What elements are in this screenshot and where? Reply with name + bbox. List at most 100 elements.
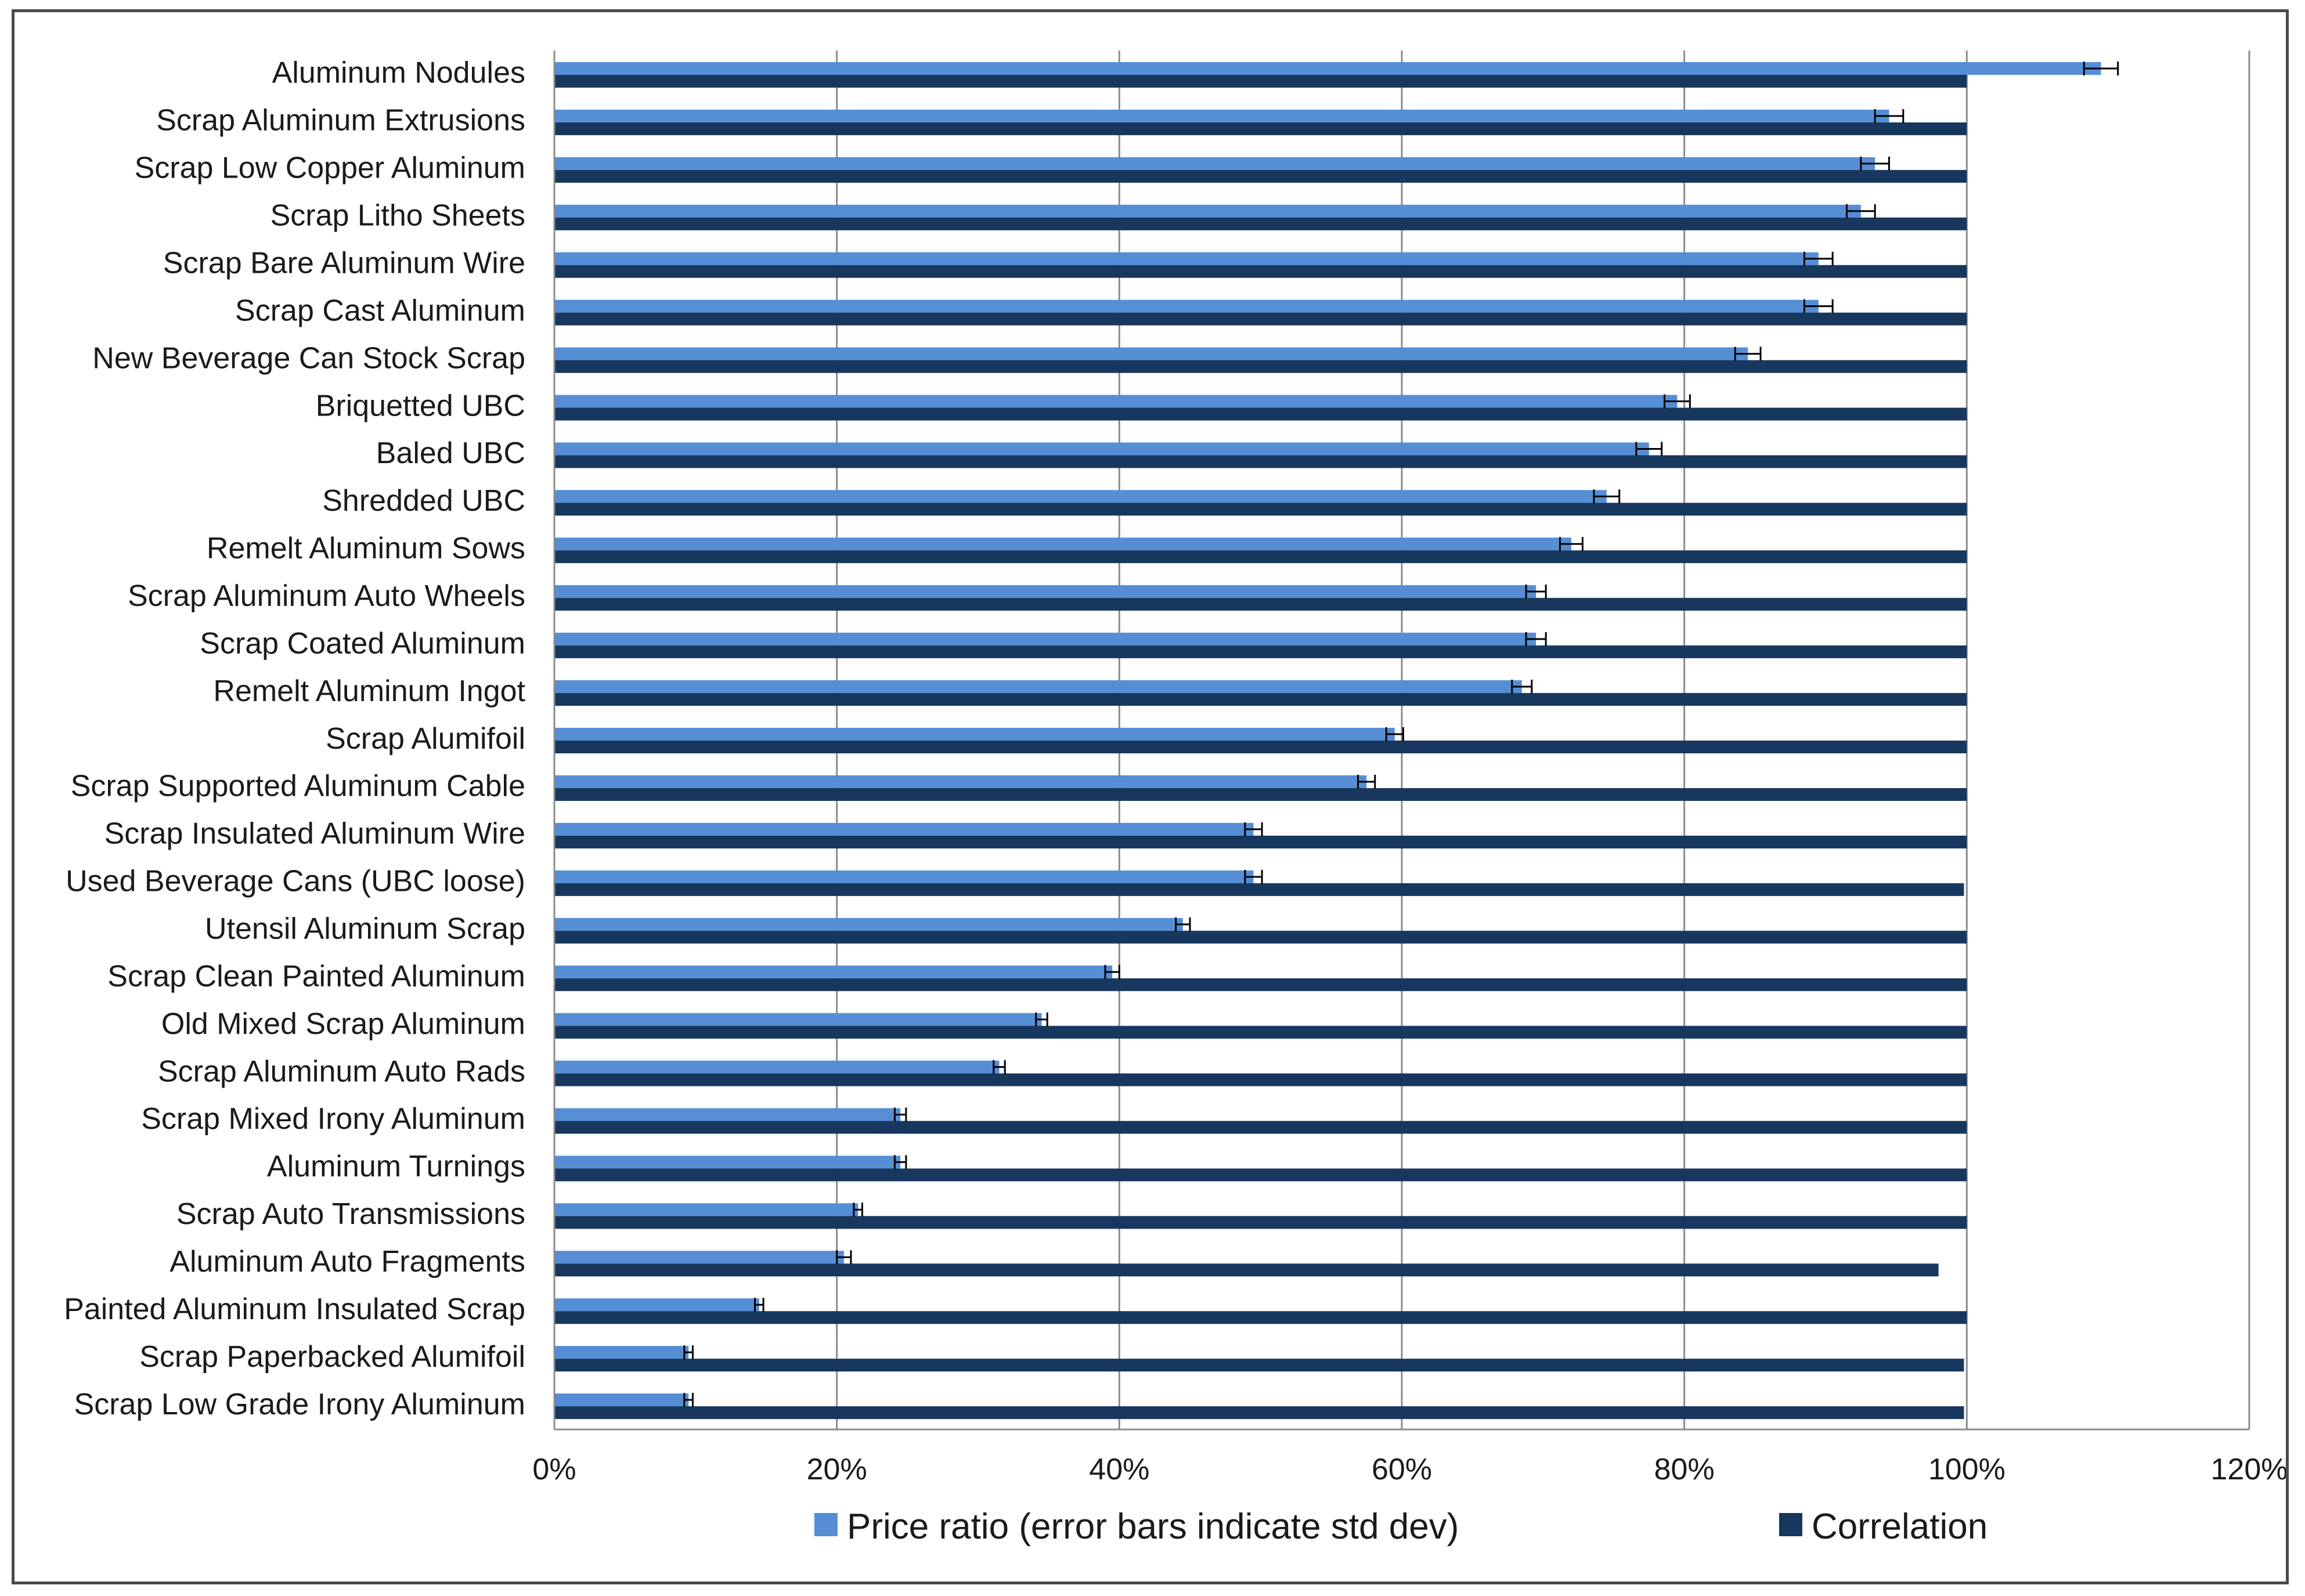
correlation-bar <box>554 169 1967 183</box>
chart-area: Aluminum Nodules Scrap Aluminum Extrusion… <box>64 50 2286 1547</box>
price-ratio-bar <box>554 1251 844 1264</box>
category-label: Scrap Mixed Irony Aluminum <box>141 1102 525 1136</box>
category-label: Scrap Coated Aluminum <box>200 627 525 660</box>
correlation-bar <box>554 883 1964 896</box>
category-label: Shredded UBC <box>322 484 525 518</box>
correlation-bar <box>554 693 1967 706</box>
price-ratio-bar <box>554 965 1113 978</box>
category-label: Scrap Litho Sheets <box>270 199 525 233</box>
price-ratio-bar <box>554 1156 901 1169</box>
category-label: Aluminum Auto Fragments <box>169 1245 525 1279</box>
category-label: Remelt Aluminum Ingot <box>213 674 525 708</box>
correlation-bar <box>554 217 1967 230</box>
category-label: Scrap Cast Aluminum <box>235 294 525 327</box>
price-ratio-bar <box>554 347 1748 360</box>
correlation-bar <box>554 550 1967 564</box>
correlation-bar <box>554 645 1967 659</box>
price-ratio-bar <box>554 204 1861 218</box>
category-label: Scrap Bare Aluminum Wire <box>163 246 525 280</box>
x-tick-label: 40% <box>1089 1453 1149 1486</box>
correlation-bar <box>554 1216 1967 1229</box>
chart-frame: Aluminum Nodules Scrap Aluminum Extrusion… <box>12 9 2289 1584</box>
correlation-bar <box>554 312 1967 326</box>
correlation-bar <box>554 360 1967 373</box>
price-ratio-bar <box>554 1203 858 1216</box>
category-label: Scrap Paperbacked Alumifoil <box>139 1340 525 1374</box>
correlation-bar <box>554 1121 1967 1134</box>
price-ratio-bar <box>554 109 1889 122</box>
legend-label-correlation: Correlation <box>1812 1507 1987 1547</box>
x-tick-label: 80% <box>1654 1453 1715 1486</box>
correlation-bar <box>554 978 1967 991</box>
correlation-bar <box>554 75 1967 88</box>
price-ratio-bar <box>554 1108 901 1121</box>
x-tick-label: 120% <box>2211 1453 2286 1486</box>
category-label: Scrap Aluminum Auto Wheels <box>128 579 525 613</box>
x-tick-label: 60% <box>1372 1453 1432 1486</box>
correlation-bar <box>554 1026 1967 1039</box>
correlation-bar <box>554 1406 1964 1420</box>
category-label: Painted Aluminum Insulated Scrap <box>64 1292 525 1326</box>
x-tick-label: 0% <box>532 1453 576 1486</box>
category-label: Remelt Aluminum Sows <box>207 532 525 565</box>
price-ratio-bar <box>554 299 1819 313</box>
price-ratio-bar <box>554 728 1395 741</box>
price-ratio-bar <box>554 680 1522 694</box>
price-ratio-bar <box>554 918 1183 931</box>
category-label: Scrap Alumifoil <box>326 722 525 756</box>
price-ratio-bar <box>554 62 2101 75</box>
category-label: Scrap Aluminum Extrusions <box>156 104 525 138</box>
category-label: Briquetted UBC <box>316 389 525 423</box>
category-label: Aluminum Turnings <box>267 1150 525 1183</box>
category-label: Utensil Aluminum Scrap <box>205 912 525 945</box>
correlation-bar <box>554 930 1967 944</box>
correlation-bar <box>554 1168 1967 1182</box>
legend-swatch-correlation <box>1779 1513 1802 1536</box>
category-label: Scrap Insulated Aluminum Wire <box>104 817 525 851</box>
correlation-bar <box>554 122 1967 135</box>
correlation-bar <box>554 1311 1967 1324</box>
correlation-bar <box>554 788 1967 801</box>
price-ratio-bar <box>554 537 1571 551</box>
category-label: Scrap Clean Painted Aluminum <box>107 959 525 993</box>
price-ratio-bar <box>554 442 1649 456</box>
correlation-bar <box>554 265 1967 278</box>
correlation-bar <box>554 835 1967 848</box>
category-label: Scrap Low Grade Irony Aluminum <box>74 1388 525 1421</box>
correlation-bar <box>554 1263 1939 1277</box>
price-ratio-bar <box>554 157 1875 170</box>
category-label: Baled UBC <box>376 436 525 470</box>
correlation-bar <box>554 455 1967 468</box>
correlation-bar <box>554 741 1967 754</box>
price-ratio-bar <box>554 870 1254 883</box>
category-label: Used Beverage Cans (UBC loose) <box>66 865 525 898</box>
price-ratio-bar <box>554 1298 759 1312</box>
price-ratio-bar <box>554 1393 689 1407</box>
price-ratio-bar <box>554 775 1367 788</box>
price-ratio-bar <box>554 585 1536 598</box>
category-label: New Beverage Can Stock Scrap <box>92 341 525 375</box>
category-label: Old Mixed Scrap Aluminum <box>161 1007 525 1041</box>
price-ratio-bar <box>554 633 1536 646</box>
category-label: Scrap Supported Aluminum Cable <box>71 770 525 803</box>
correlation-bar <box>554 407 1967 421</box>
legend-label-price-ratio: Price ratio (error bars indicate std dev… <box>847 1507 1459 1547</box>
x-tick-label: 20% <box>807 1453 867 1486</box>
price-ratio-bar <box>554 490 1607 503</box>
category-label: Scrap Low Copper Aluminum <box>135 151 525 185</box>
price-ratio-bar <box>554 1060 1000 1074</box>
category-label: Aluminum Nodules <box>272 56 525 90</box>
legend-swatch-price-ratio <box>814 1513 838 1536</box>
correlation-bar <box>554 1359 1964 1372</box>
price-ratio-bar <box>554 1013 1042 1026</box>
correlation-bar <box>554 503 1967 516</box>
correlation-bar <box>554 598 1967 611</box>
category-label: Scrap Auto Transmissions <box>176 1197 525 1231</box>
price-ratio-bar <box>554 822 1254 836</box>
price-ratio-bar <box>554 395 1678 408</box>
x-tick-label: 100% <box>1928 1453 2005 1486</box>
price-ratio-bar <box>554 252 1819 265</box>
correlation-bar <box>554 1073 1967 1086</box>
price-ratio-bar <box>554 1346 689 1359</box>
category-label: Scrap Aluminum Auto Rads <box>158 1055 525 1088</box>
